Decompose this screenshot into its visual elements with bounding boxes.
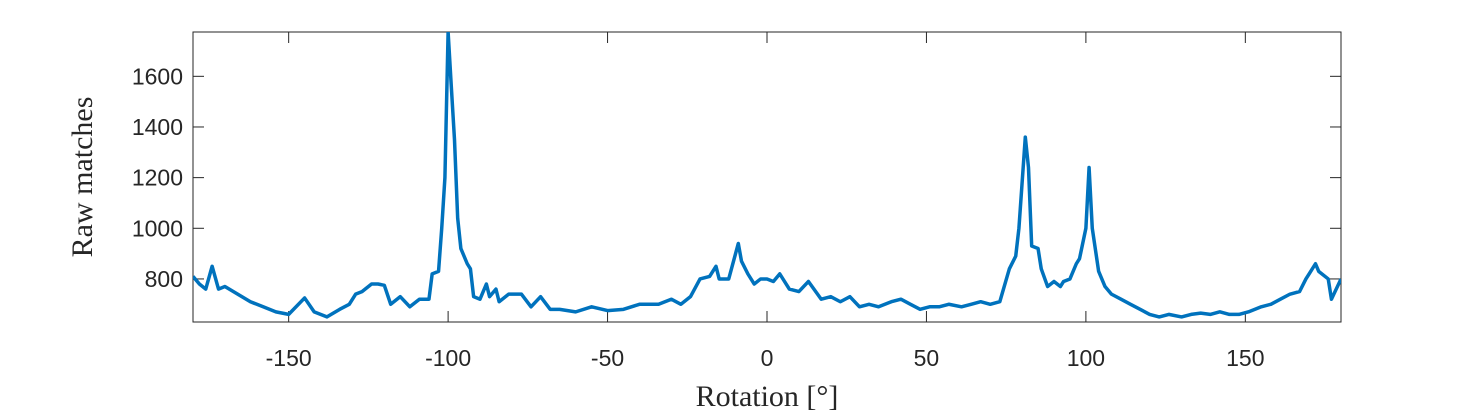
y-axis-label: Raw matches <box>66 97 99 258</box>
y-tick-label: 1600 <box>132 63 183 89</box>
x-tick-label: 100 <box>1067 345 1105 371</box>
y-tick-label: 800 <box>145 266 183 292</box>
x-tick-label: -50 <box>591 345 624 371</box>
x-tick-label: 0 <box>761 345 774 371</box>
x-tick-label: 150 <box>1226 345 1264 371</box>
y-tick-label: 1000 <box>132 215 183 241</box>
x-tick-label: -150 <box>266 345 312 371</box>
y-tick-label: 1400 <box>132 114 183 140</box>
x-tick-label: -100 <box>425 345 471 371</box>
y-tick-label: 1200 <box>132 165 183 191</box>
x-axis-label: Rotation [°] <box>696 380 839 413</box>
plot-frame <box>192 31 1342 323</box>
x-tick-label: 50 <box>914 345 940 371</box>
data-line <box>193 32 1341 319</box>
